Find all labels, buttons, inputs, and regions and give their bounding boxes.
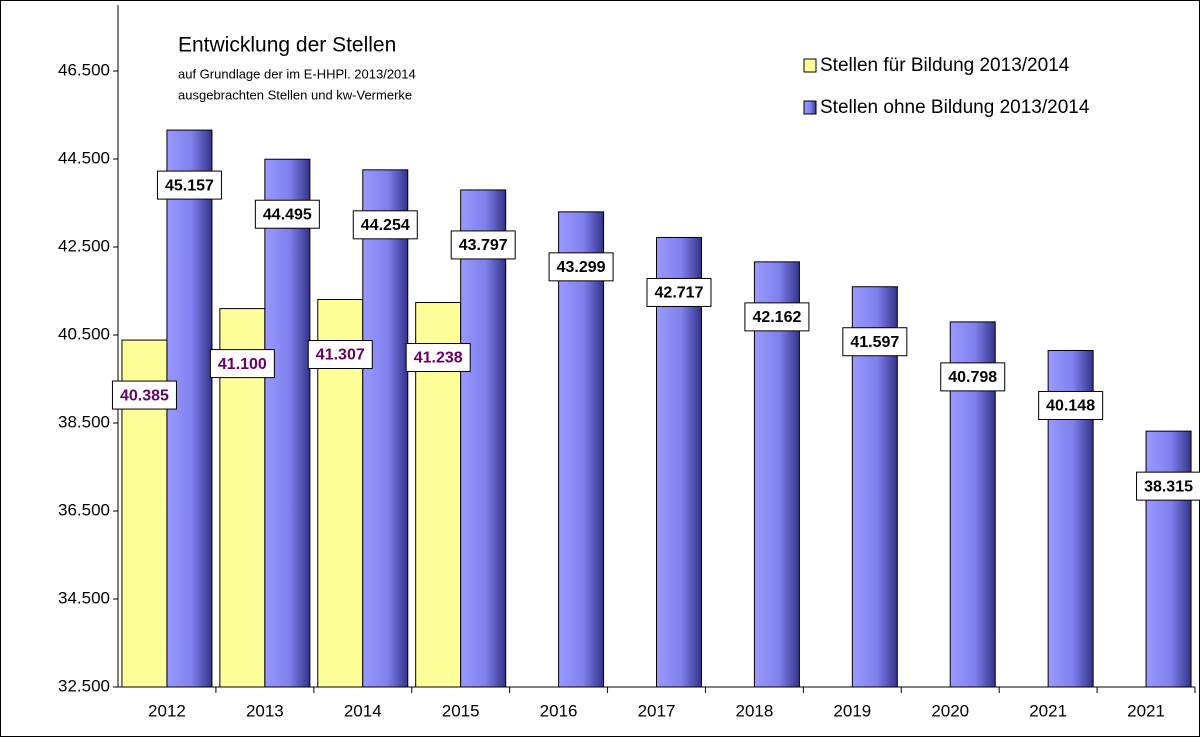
y-tick-label: 44.500 — [58, 148, 110, 167]
x-tick-label: 2021 — [1127, 701, 1165, 720]
data-label-box — [1038, 390, 1104, 420]
data-label-box — [405, 343, 471, 373]
y-tick-label: 34.500 — [58, 588, 110, 607]
x-tick-label: 2019 — [833, 701, 871, 720]
data-label: 43.299 — [557, 259, 606, 276]
data-label-box — [646, 277, 712, 307]
bar — [558, 211, 605, 688]
data-label: 43.797 — [459, 237, 508, 254]
data-label-box — [156, 170, 222, 200]
data-label-box — [450, 230, 516, 260]
x-tick-label: 2012 — [148, 701, 186, 720]
bar — [1145, 430, 1192, 688]
chart-subtitle: ausgebrachten Stellen und kw-Vermerke — [178, 87, 412, 102]
data-label: 41.238 — [414, 350, 463, 367]
y-tick-label: 46.500 — [58, 60, 110, 79]
data-label-box — [548, 252, 614, 282]
data-label-box — [940, 362, 1006, 392]
data-label: 41.100 — [218, 356, 267, 373]
data-label-box — [307, 339, 373, 369]
data-label: 40.385 — [120, 387, 169, 404]
bar — [362, 169, 409, 688]
x-tick-label: 2015 — [442, 701, 480, 720]
data-label: 40.798 — [948, 369, 997, 386]
data-label-box — [744, 302, 810, 332]
data-label-box — [209, 349, 275, 379]
data-label-box — [111, 380, 177, 410]
data-label-box — [352, 210, 418, 240]
x-tick-label: 2017 — [638, 701, 676, 720]
data-label-box — [1136, 471, 1200, 501]
x-tick-label: 2013 — [246, 701, 284, 720]
data-label: 45.157 — [165, 177, 214, 194]
data-label: 44.254 — [361, 217, 410, 234]
y-tick-label: 36.500 — [58, 500, 110, 519]
chart-subtitle: auf Grundlage der im E-HHPl. 2013/2014 — [178, 66, 416, 81]
data-label: 41.597 — [850, 334, 899, 351]
x-tick-label: 2016 — [540, 701, 578, 720]
x-tick-label: 2020 — [931, 701, 969, 720]
legend-label: Stellen ohne Bildung 2013/2014 — [820, 97, 1090, 118]
chart-title: Entwicklung der Stellen — [178, 34, 396, 57]
data-label: 38.315 — [1144, 478, 1193, 495]
data-label: 44.495 — [263, 206, 312, 223]
data-label: 40.148 — [1046, 398, 1095, 415]
data-label: 42.717 — [655, 285, 704, 302]
x-tick-label: 2014 — [344, 701, 382, 720]
data-label-box — [842, 327, 908, 357]
data-label: 41.307 — [316, 347, 365, 364]
legend-label: Stellen für Bildung 2013/2014 — [820, 55, 1070, 76]
x-tick-label: 2021 — [1029, 701, 1067, 720]
y-tick-label: 32.500 — [58, 676, 110, 695]
bar — [656, 236, 702, 688]
bar — [460, 189, 507, 688]
legend-swatch — [803, 100, 817, 115]
y-tick-label: 38.500 — [58, 412, 110, 431]
x-tick-label: 2018 — [735, 701, 773, 720]
data-label: 42.162 — [752, 309, 801, 326]
y-tick-label: 42.500 — [58, 236, 110, 255]
bar — [753, 261, 800, 688]
y-tick-label: 40.500 — [58, 324, 110, 343]
bar — [264, 158, 311, 688]
legend-swatch — [803, 58, 817, 73]
data-label-box — [254, 199, 320, 229]
